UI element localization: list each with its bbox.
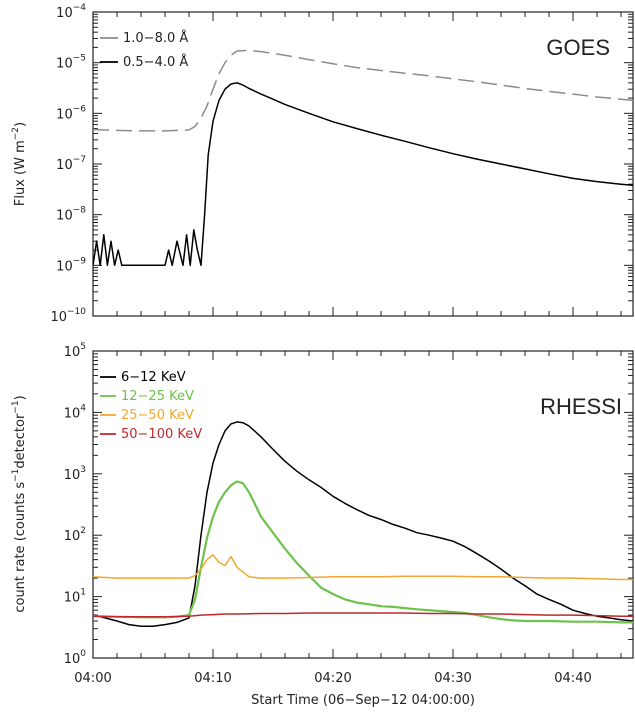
rhessi-x-tick-label: 04:30 <box>434 671 471 686</box>
goes-y-tick-label: 10−8 <box>56 206 86 224</box>
rhessi-x-tick-label: 04:20 <box>314 671 351 686</box>
rhessi-y-tick-label: 102 <box>64 526 86 544</box>
goes-y-tick-label: 10−9 <box>56 256 86 274</box>
goes-panel-label: GOES <box>546 35 610 60</box>
rhessi-legend-label: 6−12 KeV <box>121 370 186 385</box>
goes-y-tick-labels: 10−4 10−5 10−6 10−7 10−8 10−9 10−10 <box>50 3 86 325</box>
rhessi-x-tick-label: 04:40 <box>554 671 591 686</box>
goes-y-tick-label: 10−10 <box>50 307 86 325</box>
goes-y-tick-label: 10−7 <box>56 155 86 173</box>
rhessi-series-lines <box>93 421 633 627</box>
goes-y-tick-label: 10−5 <box>56 54 86 72</box>
rhessi-series-line-1 <box>93 421 633 627</box>
rhessi-plot-frame <box>92 350 634 659</box>
rhessi-series-line-4 <box>93 612 633 618</box>
rhessi-y-tick-label: 105 <box>64 342 86 360</box>
rhessi-y-tick-label: 104 <box>64 403 87 421</box>
goes-panel: 10−4 10−5 10−6 10−7 10−8 10−9 10−10 GOES 1.0−8… <box>11 3 634 325</box>
rhessi-legend: 6−12 KeV 12−25 KeV 25−50 KeV 50−100 KeV <box>100 370 202 442</box>
rhessi-axis-ticks <box>92 350 633 659</box>
rhessi-y-tick-label: 100 <box>64 649 87 667</box>
rhessi-legend-label: 25−50 KeV <box>121 408 194 423</box>
goes-legend-label: 1.0−8.0 Å <box>123 30 188 46</box>
goes-series-lines <box>93 49 633 267</box>
rhessi-legend-label: 12−25 KeV <box>121 389 194 404</box>
goes-axis-ticks <box>92 11 633 317</box>
rhessi-series-line-3 <box>93 554 633 581</box>
rhessi-y-tick-label: 101 <box>64 588 86 606</box>
rhessi-y-tick-labels: 105 104 103 102 101 100 <box>64 342 87 667</box>
rhessi-legend-label: 50−100 KeV <box>121 427 202 442</box>
rhessi-x-axis-title: Start Time (06−Sep−12 04:00:00) <box>251 693 475 708</box>
rhessi-series-line-2 <box>93 480 633 624</box>
rhessi-x-tick-label: 04:00 <box>74 671 111 686</box>
rhessi-x-tick-labels: 04:00 04:10 04:20 04:30 04:40 <box>74 671 591 686</box>
goes-legend: 1.0−8.0 Å 0.5−4.0 Å <box>100 30 188 70</box>
goes-y-tick-label: 10−4 <box>56 3 86 21</box>
rhessi-y-tick-label: 103 <box>64 465 86 483</box>
goes-series-line-1 <box>93 49 633 132</box>
rhessi-y-axis-title: count rate (counts s−1detector−1) <box>11 395 28 612</box>
rhessi-x-tick-label: 04:10 <box>194 671 231 686</box>
goes-series-line-2 <box>93 82 633 267</box>
goes-y-axis-title: Flux (W m−2) <box>11 122 28 206</box>
rhessi-panel-label: RHESSI <box>540 394 622 419</box>
goes-legend-label: 0.5−4.0 Å <box>123 54 188 70</box>
goes-y-tick-label: 10−6 <box>56 104 86 122</box>
